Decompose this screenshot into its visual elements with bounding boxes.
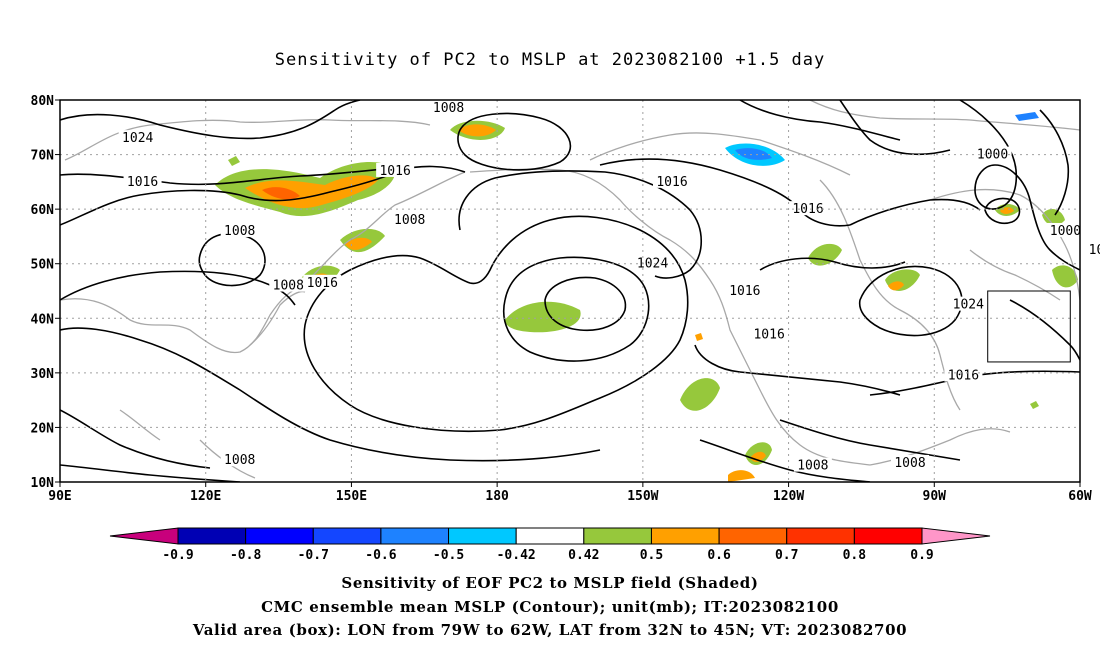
contour-label: 1024 xyxy=(122,131,153,146)
colorbar-segment xyxy=(650,527,720,545)
contour-label: 1016 xyxy=(792,202,823,217)
contour-label: 1008 xyxy=(224,453,255,468)
contour-label: 1016 xyxy=(379,164,410,179)
plot-frame xyxy=(59,99,1081,483)
lon-tick-label: 150E xyxy=(336,489,367,504)
colorbar-segment xyxy=(786,527,855,545)
colorbar-segment xyxy=(583,527,652,545)
colorbar-tick-label: -0.8 xyxy=(230,548,261,563)
contour-label: 1000 xyxy=(977,148,1008,163)
lat-tick-label: 10N xyxy=(31,476,55,491)
contour-label-bg xyxy=(390,212,429,227)
lat-tick-label: 80N xyxy=(31,94,55,109)
contour-label-bg xyxy=(220,452,259,467)
contour-label-bg xyxy=(725,283,764,297)
colorbar-tick-label: 0.6 xyxy=(707,548,731,563)
contour-label: 1024 xyxy=(953,298,984,313)
caption-contour: CMC ensemble mean MSLP (Contour); unit(m… xyxy=(261,598,839,616)
contour-label: 1008 xyxy=(1089,243,1100,258)
colorbar-segment xyxy=(245,527,314,545)
colorbar-upper-triangle xyxy=(921,527,991,545)
lat-tick-label: 20N xyxy=(31,421,55,436)
contour-label-bg xyxy=(1046,222,1085,237)
caption-valid-area: Valid area (box): LON from 79W to 62W, L… xyxy=(192,621,908,639)
coastlines xyxy=(60,100,1080,479)
lon-tick-label: 90W xyxy=(923,489,947,504)
valid-area-box xyxy=(987,290,1071,363)
contour-label-bg xyxy=(633,255,672,270)
contour-label: 1008 xyxy=(394,213,425,228)
lon-tick-label: 150W xyxy=(627,489,658,504)
lat-tick-label: 50N xyxy=(31,258,55,273)
caption-shading: Sensitivity of EOF PC2 to MSLP field (Sh… xyxy=(341,574,759,592)
contour-label-bg xyxy=(220,222,259,237)
contour-label: 1008 xyxy=(224,224,255,239)
contour-label-bg xyxy=(303,274,342,289)
colorbar-segment xyxy=(380,527,450,545)
colorbar-tick-label: 0.5 xyxy=(640,548,663,563)
contour-label-bg xyxy=(653,173,691,188)
colorbar-segment xyxy=(448,527,517,545)
contour-label-bg xyxy=(376,162,415,177)
contour-label-bg xyxy=(949,296,988,311)
contour-label-bg xyxy=(793,457,832,472)
contour-label: 1016 xyxy=(729,284,760,299)
lon-tick-label: 120E xyxy=(190,489,221,504)
colorbar-tick-label: -0.6 xyxy=(365,548,396,563)
contour-label-bg xyxy=(789,201,827,216)
colorbar-tick-label: 0.7 xyxy=(775,548,798,563)
colorbar-tick-label: 0.42 xyxy=(568,548,599,563)
colorbar-tick-label: 0.8 xyxy=(843,548,867,563)
contour-label: 1008 xyxy=(273,279,304,294)
contour-label-bg xyxy=(429,100,468,115)
contour-label: 1016 xyxy=(656,175,687,190)
contour-label: 1016 xyxy=(307,276,338,291)
lat-tick-label: 60N xyxy=(31,203,55,218)
lat-tick-label: 30N xyxy=(31,367,55,382)
colorbar-lower-triangle xyxy=(109,527,179,545)
mslp-contours xyxy=(60,100,1080,482)
colorbar-tick-label: 0.9 xyxy=(910,548,933,563)
colorbar: -0.9 -0.8 -0.7 -0.6 -0.5 -0.42 0.42 0.5 0.6 0.7 0.… xyxy=(109,527,991,563)
contour-label: 1016 xyxy=(127,175,158,190)
colorbar-segment xyxy=(312,527,382,545)
contour-label: 1008 xyxy=(894,456,925,471)
contour-label-bg xyxy=(891,454,929,469)
contour-label-bg xyxy=(1085,242,1100,257)
sensitivity-shading xyxy=(215,112,1078,482)
map-title: Sensitivity of PC2 to MSLP at 2023082100… xyxy=(274,50,826,70)
contour-label-bg xyxy=(750,326,789,341)
gridlines xyxy=(60,100,1080,482)
lon-tick-label: 90E xyxy=(48,489,71,504)
contour-label: 1016 xyxy=(753,328,784,343)
lon-tick-label: 180 xyxy=(485,489,509,504)
colorbar-tick-label: -0.9 xyxy=(162,548,193,563)
contour-label-bg xyxy=(269,277,308,292)
contour-label: 1008 xyxy=(433,101,464,116)
colorbar-segment xyxy=(718,527,788,545)
contour-label: 1000 xyxy=(1050,224,1081,239)
contour-label-bg xyxy=(944,367,983,382)
colorbar-segment xyxy=(515,527,585,545)
colorbar-tick-label: -0.42 xyxy=(497,548,536,563)
colorbar-segment xyxy=(853,527,923,545)
lon-tick-label: 60W xyxy=(1068,489,1092,504)
colorbar-tick-label: -0.5 xyxy=(433,548,464,563)
contour-label: 1024 xyxy=(637,257,668,272)
lon-tick-label: 120W xyxy=(773,489,804,504)
colorbar-tick-label: -0.7 xyxy=(298,548,329,563)
colorbar-segment xyxy=(177,527,247,545)
lat-tick-label: 40N xyxy=(31,312,55,327)
contour-label: 1016 xyxy=(948,369,979,384)
contour-label: 1008 xyxy=(797,459,828,474)
contour-label-bg xyxy=(118,130,157,145)
lat-tick-label: 70N xyxy=(31,149,55,164)
contour-label-bg xyxy=(973,146,1012,161)
contour-label-bg xyxy=(123,173,162,188)
